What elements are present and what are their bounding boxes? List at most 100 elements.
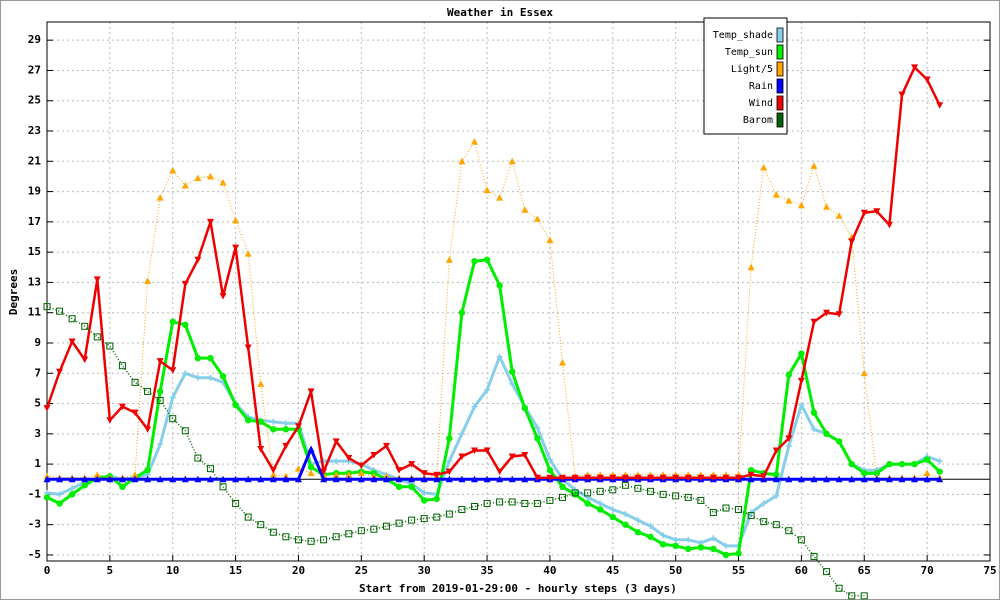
marker <box>244 416 252 424</box>
marker <box>332 475 340 483</box>
marker <box>496 475 504 483</box>
marker <box>835 475 843 483</box>
marker <box>685 545 692 553</box>
marker <box>446 435 453 442</box>
marker <box>509 380 516 387</box>
marker <box>307 469 315 477</box>
marker <box>408 461 416 468</box>
marker <box>571 489 579 497</box>
marker <box>772 191 780 198</box>
marker <box>194 374 201 381</box>
marker <box>647 523 654 530</box>
marker <box>282 420 289 427</box>
marker <box>118 362 126 370</box>
marker <box>232 401 239 409</box>
marker <box>382 522 390 530</box>
legend-swatch <box>776 95 784 111</box>
legend-swatch <box>776 112 784 128</box>
marker <box>131 471 139 478</box>
marker <box>810 552 818 560</box>
marker <box>709 509 717 517</box>
marker <box>470 475 478 483</box>
marker <box>282 533 290 541</box>
marker <box>307 537 315 545</box>
marker <box>244 344 252 352</box>
marker <box>395 519 403 527</box>
marker <box>333 458 340 465</box>
marker <box>521 404 528 412</box>
y-tick-label: 29 <box>28 33 41 46</box>
marker <box>395 475 403 483</box>
legend-swatch <box>776 44 784 60</box>
marker <box>118 475 126 483</box>
marker <box>747 475 755 483</box>
x-axis-label: Start from 2019-01-29:00 - hourly steps … <box>359 582 677 595</box>
marker <box>798 350 805 357</box>
y-tick-label: 27 <box>28 63 41 76</box>
marker <box>433 471 441 479</box>
marker <box>546 474 554 482</box>
legend-label: Temp_sun <box>725 47 773 58</box>
marker <box>546 466 554 474</box>
marker <box>131 409 139 417</box>
marker <box>559 483 566 491</box>
marker <box>823 475 831 483</box>
marker <box>773 471 780 478</box>
marker <box>232 475 240 483</box>
marker <box>207 354 214 362</box>
marker <box>860 592 868 600</box>
marker <box>345 471 353 478</box>
marker <box>534 424 541 431</box>
y-tick-label: 9 <box>34 336 41 349</box>
legend-label: Light/5 <box>731 64 773 75</box>
marker <box>332 533 340 541</box>
marker <box>56 307 64 315</box>
marker <box>898 460 906 468</box>
marker <box>747 471 755 479</box>
marker <box>810 318 818 326</box>
marker <box>156 397 164 405</box>
marker <box>470 447 478 454</box>
marker <box>181 427 189 435</box>
marker <box>584 474 592 482</box>
marker <box>357 475 365 483</box>
marker <box>144 475 152 483</box>
y-tick-label: 13 <box>28 275 41 288</box>
marker <box>471 258 478 265</box>
marker <box>810 475 818 483</box>
marker <box>68 338 76 345</box>
marker <box>269 528 277 536</box>
marker <box>508 157 516 165</box>
marker <box>810 426 817 433</box>
marker <box>144 426 152 433</box>
marker <box>659 490 667 498</box>
y-axis-label: Degrees <box>7 269 20 315</box>
marker <box>622 521 629 528</box>
marker <box>320 536 328 544</box>
marker <box>119 483 126 491</box>
marker <box>722 542 729 549</box>
marker <box>43 475 51 483</box>
marker <box>131 475 139 483</box>
marker <box>496 282 503 289</box>
marker <box>357 469 365 477</box>
marker <box>43 405 51 412</box>
marker <box>546 236 554 244</box>
marker <box>559 359 567 366</box>
marker <box>93 333 101 341</box>
marker <box>760 518 768 526</box>
marker <box>458 309 466 316</box>
marker <box>68 315 76 323</box>
marker <box>144 277 152 284</box>
x-tick-label: 55 <box>732 564 745 577</box>
marker <box>131 378 139 386</box>
marker <box>911 460 918 468</box>
y-tick-label: 25 <box>28 94 41 107</box>
marker <box>747 263 755 271</box>
marker <box>169 367 177 374</box>
x-tick-label: 65 <box>858 564 871 577</box>
marker <box>810 409 818 416</box>
marker <box>496 194 504 201</box>
marker <box>144 466 151 474</box>
marker <box>445 475 453 483</box>
